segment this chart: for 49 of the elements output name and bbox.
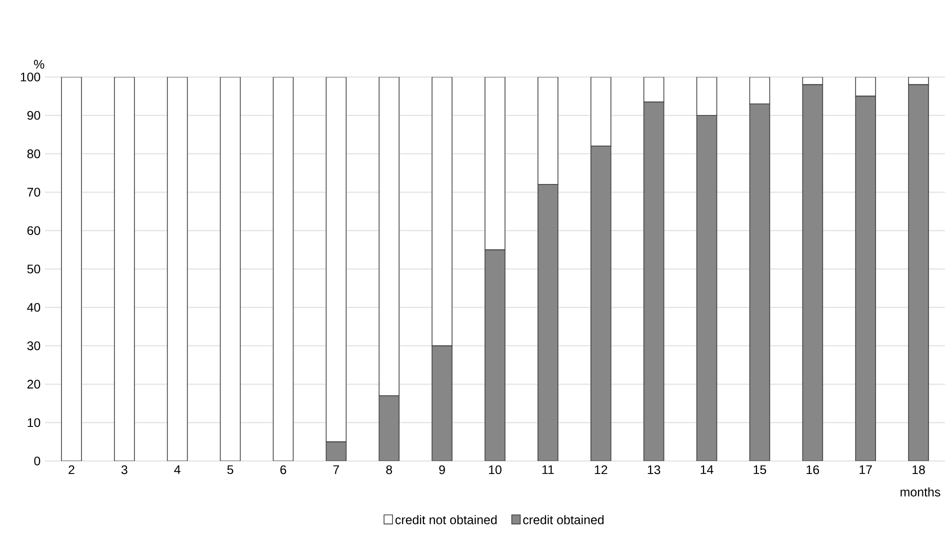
bar [326, 441, 347, 461]
bar [855, 96, 876, 461]
y-tick-label: 70 [27, 188, 40, 197]
bar [749, 103, 770, 461]
x-tick-label: 13 [648, 465, 660, 474]
y-tick-label: 90 [27, 110, 40, 120]
x-tick-label: 6 [280, 465, 286, 474]
bar [166, 76, 188, 461]
x-tick-label: 9 [439, 465, 445, 474]
y-tick-label: 50 [27, 264, 40, 274]
bar [484, 249, 506, 461]
bar [114, 76, 135, 461]
bar [538, 184, 558, 461]
y-tick-label: 30 [27, 341, 40, 350]
bar [590, 146, 612, 461]
x-axis-title: months [900, 487, 940, 496]
x-tick-label: 14 [700, 465, 714, 474]
legend-label: credit not obtained [395, 515, 497, 524]
bar [378, 395, 400, 461]
bar [908, 84, 929, 461]
y-tick-label: 60 [27, 226, 40, 236]
x-tick-label: 5 [227, 465, 234, 474]
legend-label: credit obtained [523, 515, 604, 524]
y-axis-title: % [34, 60, 44, 69]
x-tick-label: 8 [386, 465, 392, 474]
y-tick-label: 80 [27, 149, 40, 158]
x-tick-label: 11 [542, 465, 554, 474]
y-tick-label: 100 [20, 72, 40, 82]
y-tick-label: 20 [27, 380, 40, 389]
x-tick-label: 16 [806, 465, 820, 474]
x-tick-label: 10 [489, 465, 502, 474]
bar [61, 76, 82, 461]
x-tick-label: 12 [594, 465, 608, 474]
y-tick-label: 10 [28, 418, 40, 428]
bar [696, 114, 718, 461]
x-tick-label: 17 [860, 465, 872, 474]
x-tick-label: 18 [912, 465, 925, 474]
bar [272, 76, 294, 461]
x-tick-label: 7 [333, 465, 340, 474]
bar [220, 76, 241, 461]
x-tick-label: 2 [68, 465, 74, 474]
bar [432, 345, 452, 461]
bar [643, 102, 664, 461]
x-tick-label: 15 [754, 465, 766, 474]
x-tick-label: 4 [174, 465, 180, 474]
y-tick-label: 0 [34, 456, 40, 466]
bar [802, 84, 824, 461]
x-tick-label: 3 [121, 465, 128, 474]
y-tick-label: 40 [27, 302, 40, 312]
